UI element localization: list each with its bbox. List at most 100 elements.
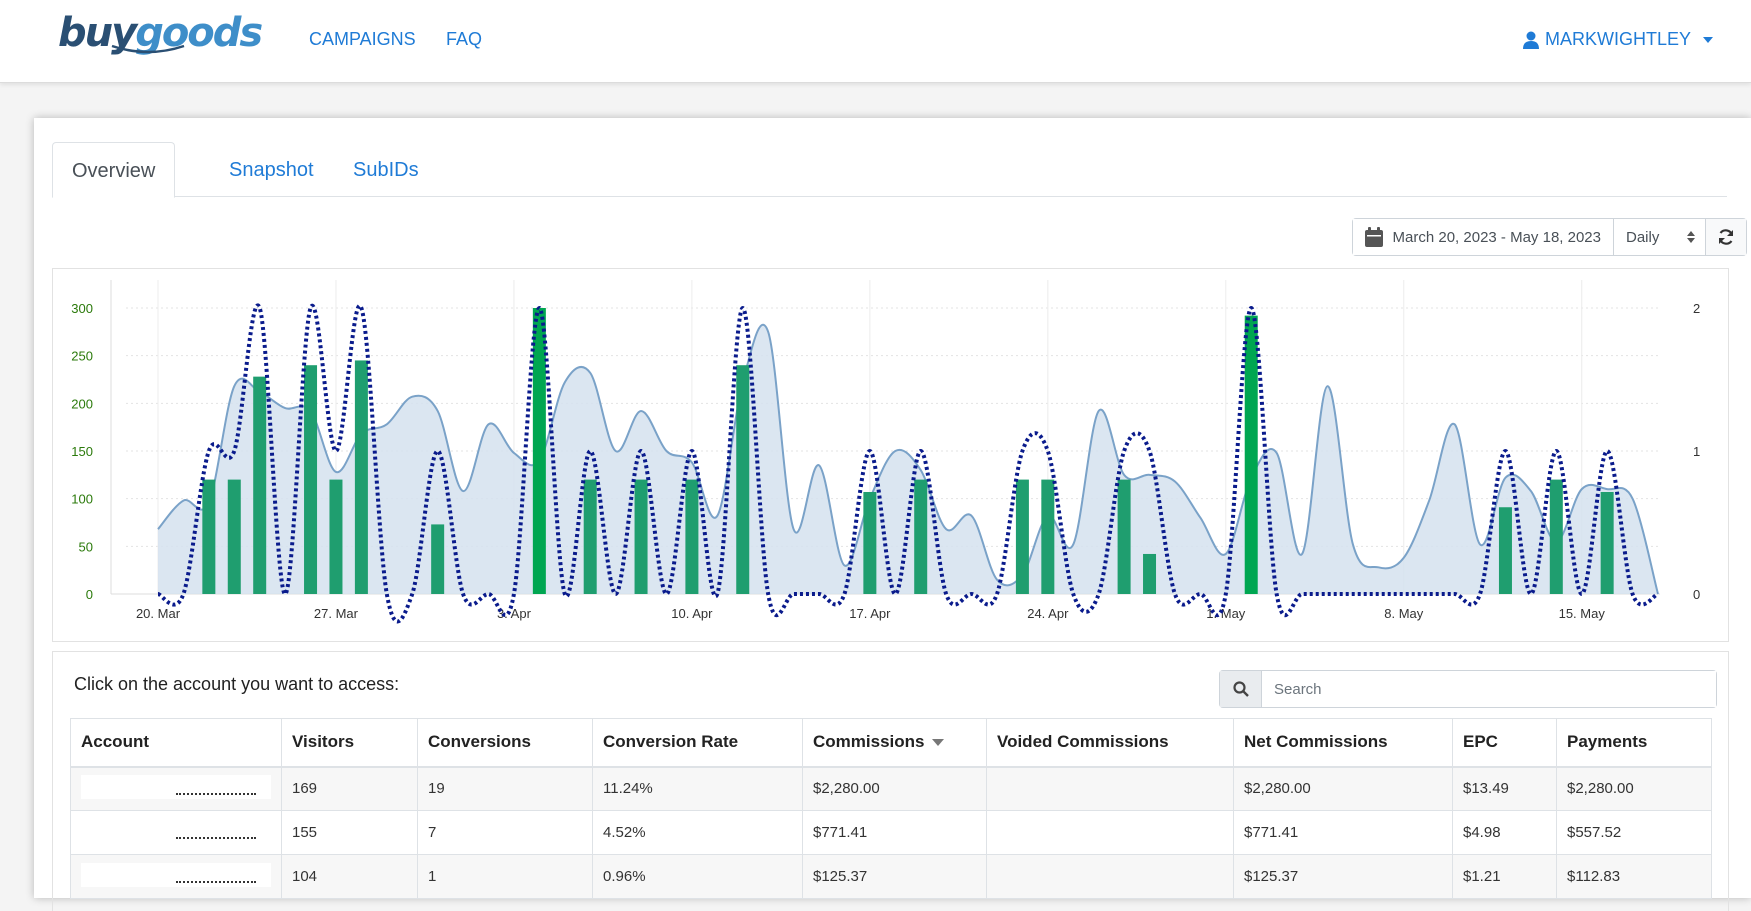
col-epc[interactable]: EPC [1452, 718, 1557, 768]
col-net-commissions[interactable]: Net Commissions [1233, 718, 1453, 768]
y-right-tick-label: 0 [1693, 587, 1700, 602]
performance-chart: 0 50 100 150 200 250 300 0 1 2 20. Mar 27. Mar 3. Ap… [52, 268, 1729, 642]
col-conversion-rate[interactable]: Conversion Rate [592, 718, 803, 768]
top-navbar: buygoods CAMPAIGNS FAQ MARKWIGHTLEY [0, 0, 1751, 83]
main-card: Overview Snapshot SubIDs March 20, 2023 … [34, 118, 1751, 911]
x-tick-label: 8. May [1384, 606, 1424, 621]
dotted-series-line [157, 303, 1659, 624]
logo-smile-icon [111, 44, 185, 54]
column-bar [304, 365, 318, 594]
search-input[interactable] [1262, 671, 1716, 707]
calendar-icon [1364, 227, 1383, 247]
cell-net: $2,280.00 [1233, 766, 1453, 811]
cell-epc: $4.98 [1452, 810, 1557, 855]
redacted-account-name [81, 862, 271, 887]
column-bar [253, 376, 267, 594]
column-bar [1117, 479, 1131, 594]
col-account[interactable]: Account [70, 718, 282, 768]
x-tick-label: 3. Apr [497, 606, 532, 621]
redacted-account-name [81, 819, 271, 843]
sort-desc-icon [932, 739, 945, 747]
cell-commissions: $771.41 [802, 810, 987, 855]
column-bar [736, 365, 750, 594]
cell-net: $125.37 [1233, 854, 1453, 899]
cell-net: $771.41 [1233, 810, 1453, 855]
tab-snapshot[interactable]: Snapshot [229, 159, 314, 181]
chart-svg: 0 50 100 150 200 250 300 0 1 2 20. Mar 27. Mar 3. Ap… [71, 280, 1700, 624]
column-bar [532, 308, 546, 594]
date-range-picker[interactable]: March 20, 2023 - May 18, 2023 [1352, 219, 1614, 255]
y-left-tick-label: 300 [71, 301, 93, 316]
y-left-tick-label: 250 [71, 349, 93, 364]
x-tick-label: 17. Apr [849, 606, 891, 621]
cell-visitors: 104 [281, 854, 418, 899]
select-arrows-icon [1687, 231, 1695, 243]
x-tick-label: 20. Mar [136, 606, 181, 621]
col-visitors[interactable]: Visitors [281, 718, 418, 768]
accounts-table: Account Visitors Conversions Conversion … [70, 718, 1712, 899]
column-bar [1498, 507, 1512, 594]
interval-select[interactable]: Daily [1614, 219, 1706, 255]
cell-payments: $2,280.00 [1556, 766, 1712, 811]
table-row[interactable]: 104 1 0.96% $125.37 $125.37 $1.21 $112.8… [70, 854, 1712, 899]
cell-commissions: $125.37 [802, 854, 987, 899]
refresh-icon [1718, 229, 1734, 245]
x-tick-label: 1. May [1206, 606, 1246, 621]
table-header-row: Account Visitors Conversions Conversion … [70, 718, 1712, 768]
y-left-tick-label: 150 [71, 444, 93, 459]
date-toolbar: March 20, 2023 - May 18, 2023 Daily [1351, 218, 1747, 256]
col-conversions[interactable]: Conversions [417, 718, 593, 768]
y-right-tick-label: 1 [1693, 444, 1700, 459]
cell-visitors: 169 [281, 766, 418, 811]
cell-conversions: 19 [417, 766, 593, 811]
y-left-tick-label: 50 [79, 539, 93, 554]
col-payments[interactable]: Payments [1556, 718, 1712, 768]
cell-voided [986, 810, 1234, 855]
column-bar [1549, 479, 1563, 594]
tab-bar: Overview Snapshot SubIDs [52, 142, 1727, 198]
table-row[interactable]: 155 7 4.52% $771.41 $771.41 $4.98 $557.5… [70, 810, 1712, 855]
nav-campaigns[interactable]: CAMPAIGNS [309, 29, 416, 49]
cell-payments: $112.83 [1556, 854, 1712, 899]
table-row[interactable]: 169 19 11.24% $2,280.00 $2,280.00 $13.49… [70, 766, 1712, 811]
col-voided-commissions[interactable]: Voided Commissions [986, 718, 1234, 768]
column-bar [227, 479, 241, 594]
column-bar [1015, 479, 1029, 594]
y-left-tick-label: 0 [86, 587, 93, 602]
chevron-down-icon [1703, 36, 1713, 43]
x-tick-label: 27. Mar [314, 606, 359, 621]
accounts-title: Click on the account you want to access: [74, 674, 400, 694]
y-right-tick-label: 2 [1693, 301, 1700, 316]
col-commissions[interactable]: Commissions [802, 718, 987, 768]
tab-subids[interactable]: SubIDs [353, 159, 419, 181]
column-bar [354, 360, 368, 594]
buygoods-logo[interactable]: buygoods [58, 10, 263, 56]
y-left-tick-label: 100 [71, 492, 93, 507]
cell-voided [986, 766, 1234, 811]
column-bar [1143, 553, 1157, 594]
column-bar [1600, 491, 1614, 594]
cell-conversion-rate: 0.96% [592, 854, 803, 899]
cell-epc: $1.21 [1452, 854, 1557, 899]
x-tick-label: 24. Apr [1027, 606, 1069, 621]
column-bar [914, 479, 928, 594]
cell-conversions: 7 [417, 810, 593, 855]
x-tick-label: 15. May [1559, 606, 1606, 621]
area-series-line [157, 323, 1659, 595]
column-bar [431, 524, 445, 594]
column-bar [634, 479, 648, 594]
column-bar [685, 479, 699, 594]
cell-conversion-rate: 4.52% [592, 810, 803, 855]
refresh-button[interactable] [1706, 219, 1746, 255]
cell-account[interactable] [70, 854, 282, 899]
user-menu[interactable]: MARKWIGHTLEY [1522, 29, 1713, 50]
nav-faq[interactable]: FAQ [446, 29, 483, 49]
tab-overview[interactable]: Overview [52, 142, 176, 198]
cell-epc: $13.49 [1452, 766, 1557, 811]
cell-account[interactable] [70, 766, 282, 811]
user-icon [1522, 31, 1539, 49]
accounts-panel: Click on the account you want to access:… [52, 651, 1729, 911]
x-tick-label: 10. Apr [671, 606, 713, 621]
cell-account[interactable] [70, 810, 282, 855]
column-bar [863, 491, 877, 594]
